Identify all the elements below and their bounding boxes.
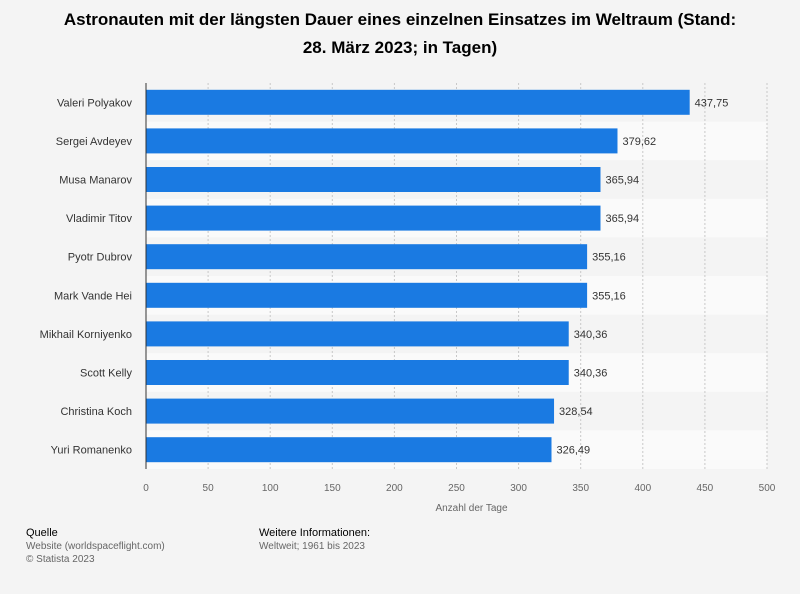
value-label: 340,36 <box>574 329 608 341</box>
category-label: Christina Koch <box>60 406 132 418</box>
bar <box>146 205 601 231</box>
category-label: Mikhail Korniyenko <box>40 329 132 341</box>
value-label: 340,36 <box>574 368 608 380</box>
x-tick-label: 300 <box>510 483 527 494</box>
value-label: 379,62 <box>622 136 656 148</box>
x-tick-label: 250 <box>448 483 465 494</box>
x-tick-label: 450 <box>697 483 714 494</box>
category-label: Vladimir Titov <box>66 213 133 225</box>
value-label: 355,16 <box>592 252 626 264</box>
info-text: Weltweit; 1961 bis 2023 <box>259 541 365 552</box>
bar <box>146 89 690 115</box>
category-label: Musa Manarov <box>59 175 132 187</box>
x-tick-label: 100 <box>262 483 279 494</box>
bar <box>146 360 569 385</box>
category-labels: Valeri Polyakov Sergei Avdeyev Musa Manaro… <box>40 97 133 456</box>
bar <box>146 437 552 463</box>
source-website: Website (worldspaceflight.com) <box>26 541 165 552</box>
value-label: 326,49 <box>557 445 591 457</box>
x-tick-label: 200 <box>386 483 403 494</box>
bar <box>146 128 618 154</box>
value-label: 365,94 <box>605 175 639 187</box>
source-copyright: © Statista 2023 <box>26 554 95 565</box>
x-tick-label: 500 <box>759 483 776 494</box>
x-axis-label: Anzahl der Tage <box>435 503 508 514</box>
category-label: Scott Kelly <box>80 368 132 380</box>
value-label: 365,94 <box>605 213 639 225</box>
bar <box>146 167 601 192</box>
category-label: Mark Vande Hei <box>54 290 132 302</box>
source-header: Quelle <box>26 527 58 539</box>
info-header: Weitere Informationen: <box>259 527 371 539</box>
category-label: Valeri Polyakov <box>57 97 132 109</box>
bar <box>146 321 569 347</box>
x-tick-label: 400 <box>634 483 651 494</box>
bar <box>146 282 588 308</box>
chart-title-line-1: Astronauten mit der längsten Dauer eines… <box>63 10 737 29</box>
x-tick-label: 0 <box>143 483 149 494</box>
info-block: Weitere Informationen: Weltweit; 1961 bi… <box>259 527 370 553</box>
bar <box>146 244 588 270</box>
category-label: Pyotr Dubrov <box>68 252 133 264</box>
x-tick-labels: 0 50 100 150 200 250 300 350 400 450 500 <box>143 483 776 494</box>
value-label: 355,16 <box>592 290 626 302</box>
category-label: Yuri Romanenko <box>51 445 132 457</box>
source-block: Quelle Website (worldspaceflight.com) © … <box>26 527 165 566</box>
value-label: 437,75 <box>695 97 729 109</box>
value-label: 328,54 <box>559 406 593 418</box>
bar <box>146 398 555 424</box>
x-tick-label: 150 <box>324 483 341 494</box>
x-tick-label: 350 <box>572 483 589 494</box>
category-label: Sergei Avdeyev <box>56 136 133 148</box>
value-labels: 437,75 379,62 365,94 365,94 355,16 355,16 340,… <box>557 97 729 456</box>
chart-title-line-2: 28. März 2023; in Tagen) <box>302 38 498 57</box>
x-tick-label: 50 <box>203 483 215 494</box>
bars <box>146 89 690 463</box>
chart-title: Astronauten mit der längsten Dauer eines… <box>40 6 760 62</box>
